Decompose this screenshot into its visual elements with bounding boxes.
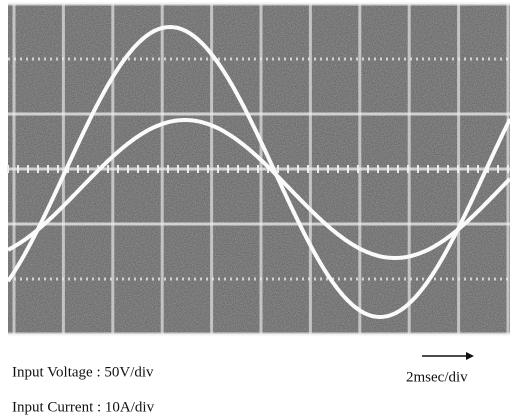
time-arrowhead	[466, 352, 474, 360]
current-scale: Input Current : 10A/div	[12, 399, 155, 415]
voltage-scale: Input Voltage : 50V/div	[12, 364, 154, 380]
oscilloscope-figure: Input Voltage : 50V/div Input Current : …	[0, 0, 516, 417]
timebase-scale: 2msec/div	[406, 369, 468, 385]
